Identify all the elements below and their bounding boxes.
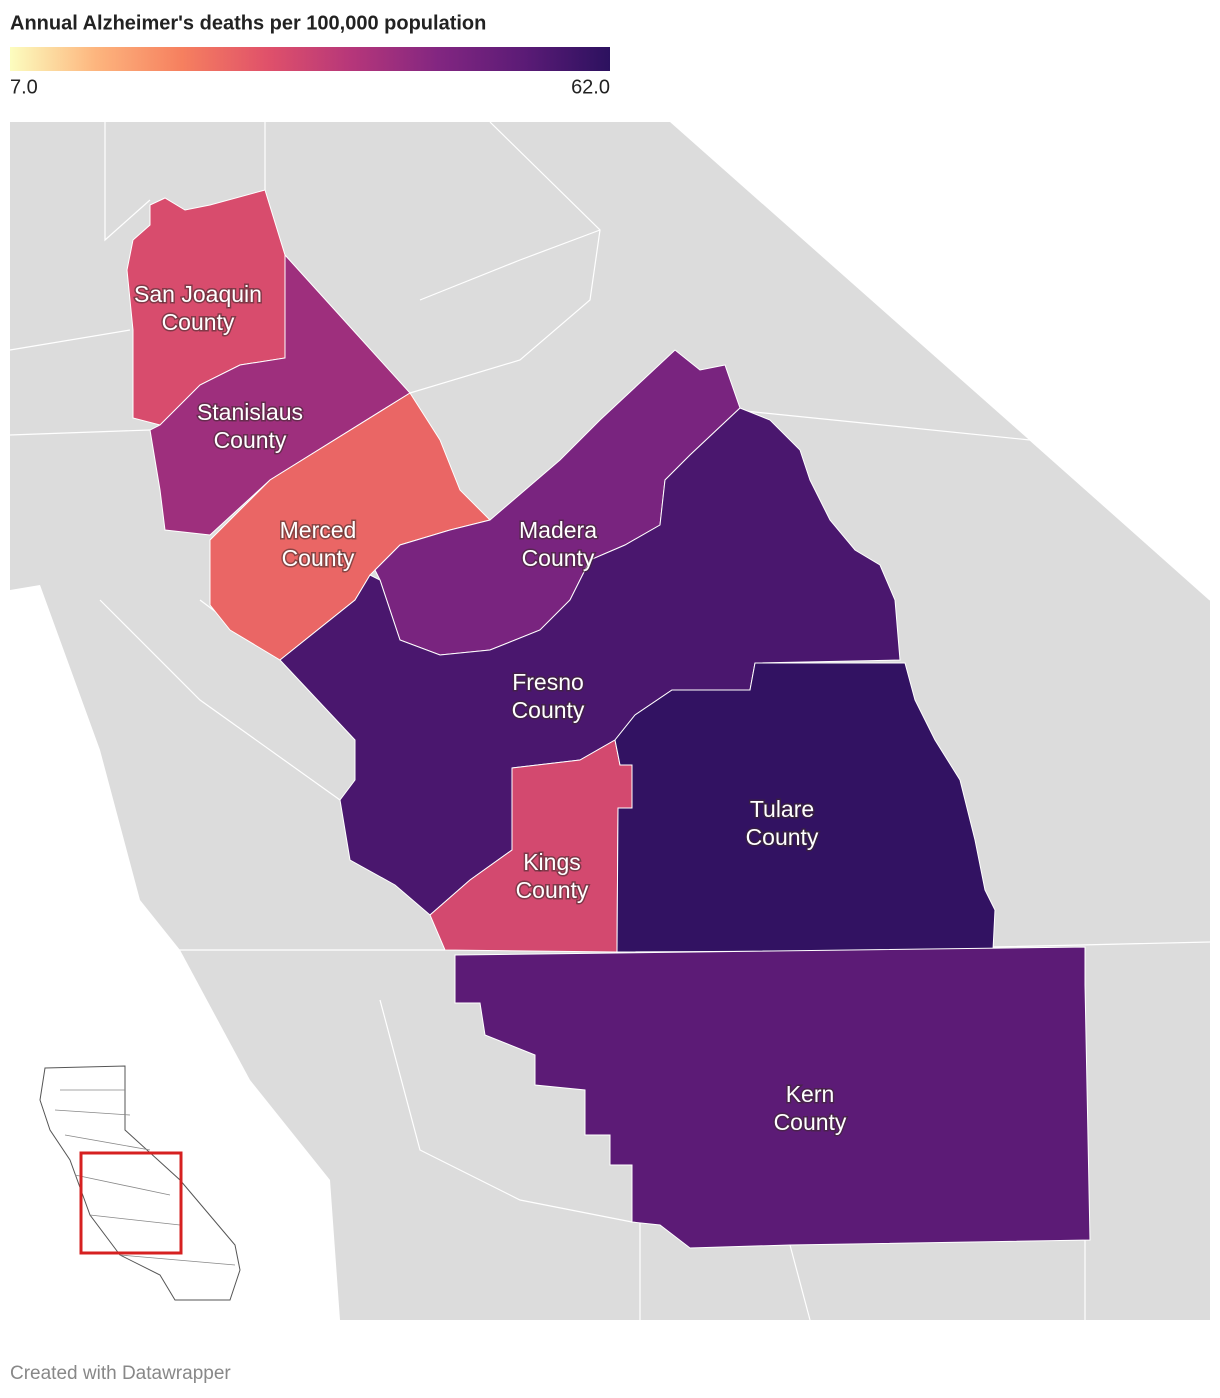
county-label: County bbox=[522, 545, 595, 571]
inset-map bbox=[39, 1065, 241, 1301]
county-label: County bbox=[746, 824, 819, 850]
county bbox=[454, 946, 1091, 1249]
county-label: Tulare bbox=[750, 796, 814, 822]
legend-tick-label: 62.0 bbox=[571, 76, 610, 98]
county-label: Madera bbox=[519, 517, 597, 543]
county-label: Kern bbox=[786, 1081, 835, 1107]
county-label: County bbox=[512, 697, 585, 723]
footer: Created with Datawrapper bbox=[10, 1363, 231, 1384]
legend-gradient bbox=[10, 47, 610, 71]
county bbox=[614, 662, 996, 953]
regions: San JoaquinCountyStanislausCountyMercedC… bbox=[126, 189, 1091, 1249]
county-label: Kings bbox=[523, 849, 581, 875]
county bbox=[279, 407, 901, 916]
legend-tick-label: 7.0 bbox=[10, 76, 38, 98]
title: Annual Alzheimer's deaths per 100,000 po… bbox=[10, 12, 486, 34]
county-label: County bbox=[282, 545, 355, 571]
county-label: County bbox=[516, 877, 589, 903]
county-label: County bbox=[162, 309, 235, 335]
county-label: San Joaquin bbox=[134, 281, 262, 307]
county-label: Fresno bbox=[512, 669, 584, 695]
county-label: Stanislaus bbox=[197, 399, 303, 425]
county-label: County bbox=[214, 427, 287, 453]
county-label: Merced bbox=[280, 517, 357, 543]
county-label: County bbox=[774, 1109, 847, 1135]
